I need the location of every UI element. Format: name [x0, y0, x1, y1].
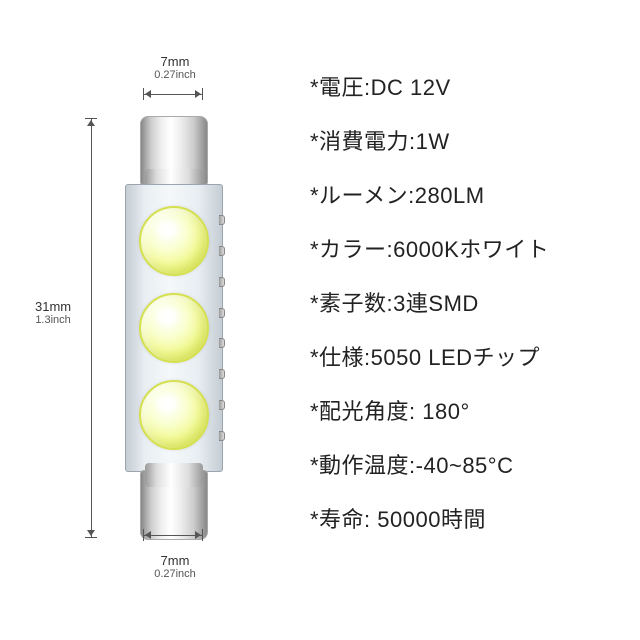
dimension-top-label: 7mm 0.27inch	[145, 55, 205, 81]
spec-voltage: *電圧:DC 12V	[310, 70, 630, 102]
dimension-bottom-label: 7mm 0.27inch	[145, 554, 205, 580]
dimension-left-label: 31mm 1.3inch	[35, 300, 71, 326]
spec-color: *カラー:6000Kホワイト	[310, 232, 630, 264]
width-inch-bottom: 0.27inch	[145, 568, 205, 580]
width-inch: 0.27inch	[145, 69, 205, 81]
spec-angle: *配光角度: 180°	[310, 394, 630, 426]
length-inch: 1.3inch	[35, 314, 71, 326]
product-diagram: 7mm 0.27inch 31mm 1.3inch	[10, 20, 290, 620]
width-mm: 7mm	[145, 55, 205, 69]
led-chip-1	[139, 206, 209, 276]
width-mm-bottom: 7mm	[145, 554, 205, 568]
dimension-bottom-line	[143, 529, 203, 545]
bulb-side-notches	[219, 205, 225, 451]
specifications-list: *電圧:DC 12V *消費電力:1W *ルーメン:280LM *カラー:600…	[290, 20, 630, 620]
spec-chip-type: *仕様:5050 LEDチップ	[310, 340, 630, 372]
dimension-top-line	[143, 88, 203, 104]
spec-power: *消費電力:1W	[310, 124, 630, 156]
led-chip-2	[139, 293, 209, 363]
spec-lumen: *ルーメン:280LM	[310, 178, 630, 210]
spec-led-count: *素子数:3連SMD	[310, 286, 630, 318]
led-chip-3	[139, 380, 209, 450]
spec-lifespan: *寿命: 50000時間	[310, 502, 630, 534]
length-mm: 31mm	[35, 300, 71, 314]
bulb-cap-top	[140, 116, 208, 186]
spec-temperature: *動作温度:-40~85°C	[310, 448, 630, 480]
led-bulb-illustration	[125, 116, 223, 540]
dimension-left-line	[85, 118, 99, 538]
